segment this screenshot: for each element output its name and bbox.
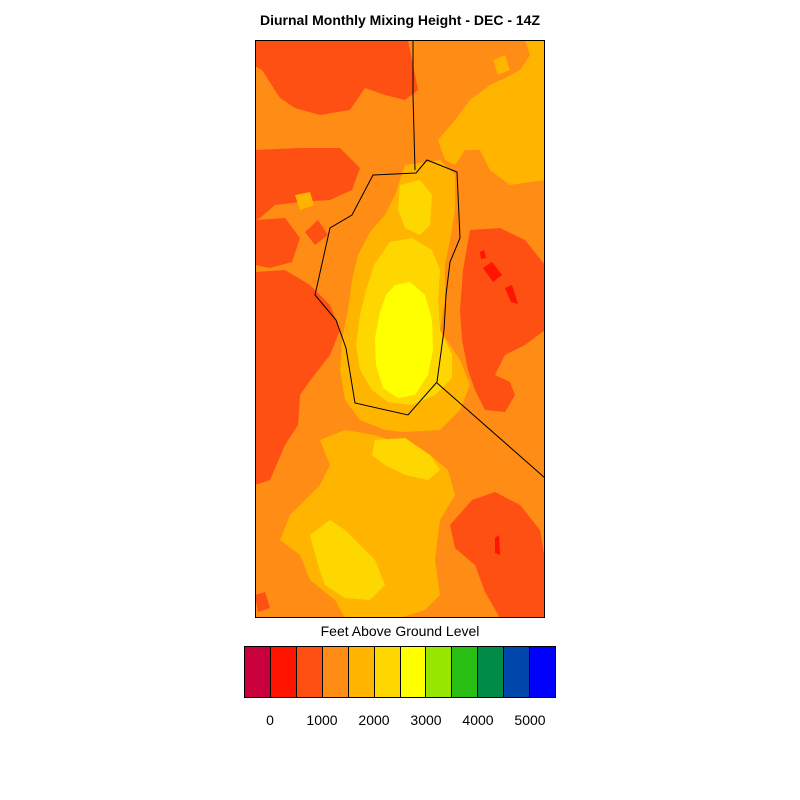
region-southwest-small — [255, 592, 270, 612]
colorbar-swatch-9 — [478, 647, 505, 697]
colorbar-tick-label: 4000 — [462, 712, 494, 728]
colorbar-swatch-0 — [245, 647, 271, 697]
patch-east-3 — [480, 250, 486, 259]
region-north-ridge — [398, 180, 432, 235]
patch-east-1 — [483, 262, 502, 282]
colorbar-swatch-7 — [426, 647, 453, 697]
colorbar-swatch-1 — [270, 647, 297, 697]
colorbar-swatch-10 — [504, 647, 531, 697]
colorbar-swatch-8 — [452, 647, 479, 697]
colorbar-swatch-2 — [296, 647, 323, 697]
map-frame — [255, 40, 545, 618]
mixing-height-map — [255, 40, 545, 618]
region-west-mid — [255, 218, 300, 268]
map-title: Diurnal Monthly Mixing Height - DEC - 14… — [260, 12, 540, 28]
patch-east-2 — [505, 285, 518, 304]
region-northeast-band — [438, 40, 545, 185]
region-west-small — [305, 220, 328, 245]
region-east — [460, 228, 545, 412]
colorbar-tick-label: 3000 — [410, 712, 442, 728]
colorbar-tick-label: 0 — [266, 712, 274, 728]
colorbar — [244, 646, 556, 698]
colorbar-swatch-4 — [348, 647, 375, 697]
colorbar-tick-label: 2000 — [358, 712, 390, 728]
colorbar-swatch-3 — [322, 647, 349, 697]
region-north-small — [493, 55, 510, 75]
patch-southeast — [495, 535, 500, 555]
state-boundary-diagonal — [436, 382, 545, 479]
region-south-tongue — [310, 520, 385, 600]
colorbar-ticks: 0 1000 2000 3000 4000 5000 — [244, 712, 556, 730]
colorbar-label: Feet Above Ground Level — [320, 623, 480, 639]
colorbar-swatch-6 — [400, 647, 427, 697]
region-west-upper — [255, 148, 360, 220]
region-south-ridge — [372, 438, 440, 480]
region-northwest — [255, 40, 418, 115]
colorbar-swatch-11 — [530, 647, 556, 697]
state-boundary-line — [412, 40, 416, 171]
region-southeast — [450, 492, 545, 618]
region-west-lower — [255, 270, 340, 485]
colorbar-swatch-5 — [374, 647, 401, 697]
region-west-mid-small — [295, 192, 314, 210]
colorbar-tick-label: 5000 — [514, 712, 546, 728]
region-peak — [375, 282, 433, 398]
county-boundary — [314, 159, 461, 416]
colorbar-tick-label: 1000 — [306, 712, 338, 728]
